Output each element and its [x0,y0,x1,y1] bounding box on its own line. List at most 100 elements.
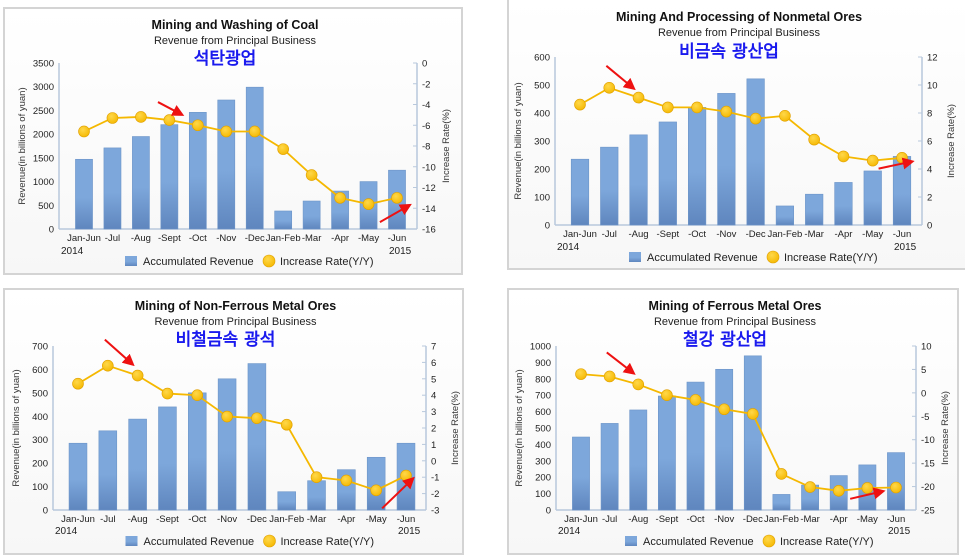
annotation-arrow [381,476,415,510]
y-tick-label: 2000 [33,130,54,141]
point-increase-rate [575,368,587,380]
bar-accumulated-revenue [686,381,705,511]
bar-accumulated-revenue [98,430,118,511]
x-tick-label: -Jul [100,514,115,525]
bar-accumulated-revenue [892,156,912,226]
y2-tick-label: -12 [422,183,436,194]
y2-tick-label: 0 [431,456,436,467]
x-tick-label: -May [862,229,883,240]
annotation-arrow [605,65,636,91]
chart-korean-title: 비금속 광산업 [679,42,779,62]
year-end-label: 2015 [894,242,917,253]
y2-tick-label: 6 [431,358,436,369]
y2-axis-title: Increase Rate(%) [450,391,461,465]
y-axis-title: Revenue(in billions of yuan) [11,369,22,486]
x-tick-label: -Jul [602,514,617,525]
y-tick-label: 300 [534,137,550,148]
y2-tick-label: 2 [431,424,436,435]
point-increase-rate [804,481,816,493]
y2-tick-label: 4 [927,165,932,176]
chart-svg: Mining of Non-Ferrous Metal Ores Revenue … [11,299,461,548]
bar-accumulated-revenue [188,112,207,230]
legend-label-revenue: Accumulated Revenue [643,536,754,548]
y2-tick-label: -1 [431,473,439,484]
x-tick-label: -Aug [628,514,648,525]
x-tick-label: -Jun [388,233,406,244]
legend-line-swatch [762,534,776,548]
point-increase-rate [106,112,119,124]
year-end-label: 2015 [398,526,421,537]
year-end-label: 2015 [389,246,412,257]
x-tick-label: -Nov [217,514,237,525]
y2-tick-label: -2 [422,79,430,90]
bar-accumulated-revenue [715,368,734,511]
point-increase-rate [251,412,263,424]
line-increase-rate [77,364,407,492]
y2-tick-label: -3 [431,506,439,517]
point-increase-rate [280,418,293,431]
x-tick-label: -Mar [804,229,824,240]
bar-accumulated-revenue [775,205,794,226]
bar-accumulated-revenue [277,491,296,511]
point-increase-rate [808,133,820,146]
bar-accumulated-revenue [217,99,236,230]
y-tick-label: 500 [38,201,54,212]
point-increase-rate [603,370,616,383]
year-start-label: 2014 [55,526,78,537]
point-increase-rate [135,111,147,123]
y-tick-label: 600 [535,407,551,418]
y-tick-label: 400 [534,109,550,120]
bar-accumulated-revenue [366,456,386,511]
y-tick-label: 0 [49,225,54,236]
point-increase-rate [131,369,144,382]
chart-korean-title: 비철금속 광석 [176,330,276,350]
y2-tick-label: -16 [422,225,436,236]
x-tick-label: -Apr [830,514,848,525]
bar-accumulated-revenue [128,418,147,511]
annotation-arrow [157,101,185,116]
y-tick-label: 1000 [530,342,551,353]
x-tick-label: -Nov [714,514,734,525]
legend-line-swatch [263,534,276,548]
x-tick-label: -Dec [247,514,267,525]
annotation-arrow [606,351,636,375]
y-tick-label: 0 [546,506,551,517]
line-increase-rate [579,86,903,162]
y-tick-label: 600 [534,53,550,64]
chart-panel-coal: Mining and Washing of Coal Revenue from P… [3,7,463,275]
y2-tick-label: 4 [431,391,436,402]
x-tick-label: -May [366,514,387,525]
point-increase-rate [340,474,353,487]
chart-panel-non-ferrous: Mining of Non-Ferrous Metal Ores Revenue … [3,288,464,555]
x-tick-label: -Mar [800,514,820,525]
y2-tick-label: 7 [431,342,436,353]
bar-accumulated-revenue [887,452,905,511]
legend-label-revenue: Accumulated Revenue [647,252,758,264]
y2-tick-label: 3 [431,407,436,418]
bar-accumulated-revenue [743,355,762,511]
bar-accumulated-revenue [863,170,882,226]
y2-tick-label: 10 [921,342,932,353]
y2-tick-label: 1 [431,440,436,451]
x-tick-label: -Nov [716,229,736,240]
point-increase-rate [161,387,174,400]
point-increase-rate [632,378,645,391]
x-tick-label: -Dec [743,514,763,525]
point-increase-rate [277,143,289,155]
y-tick-label: 200 [535,473,551,484]
y-tick-label: 500 [32,388,48,399]
annotation-arrow [104,338,135,367]
bar-accumulated-revenue [570,158,590,226]
x-tick-label: -Sept [656,514,679,525]
point-increase-rate [191,389,204,401]
point-increase-rate [221,410,233,423]
y2-axis-title: Increase Rate(%) [441,109,452,183]
x-tick-label: Jan-Jun [564,514,598,525]
y2-tick-label: -25 [921,506,935,517]
bar-accumulated-revenue [600,146,619,226]
point-increase-rate [747,408,759,420]
bar-accumulated-revenue [629,409,648,511]
chart-svg: Mining And Processing of Nonmetal Ores Re… [513,10,957,264]
legend-line-swatch [766,250,780,264]
y-tick-label: 400 [32,412,48,423]
